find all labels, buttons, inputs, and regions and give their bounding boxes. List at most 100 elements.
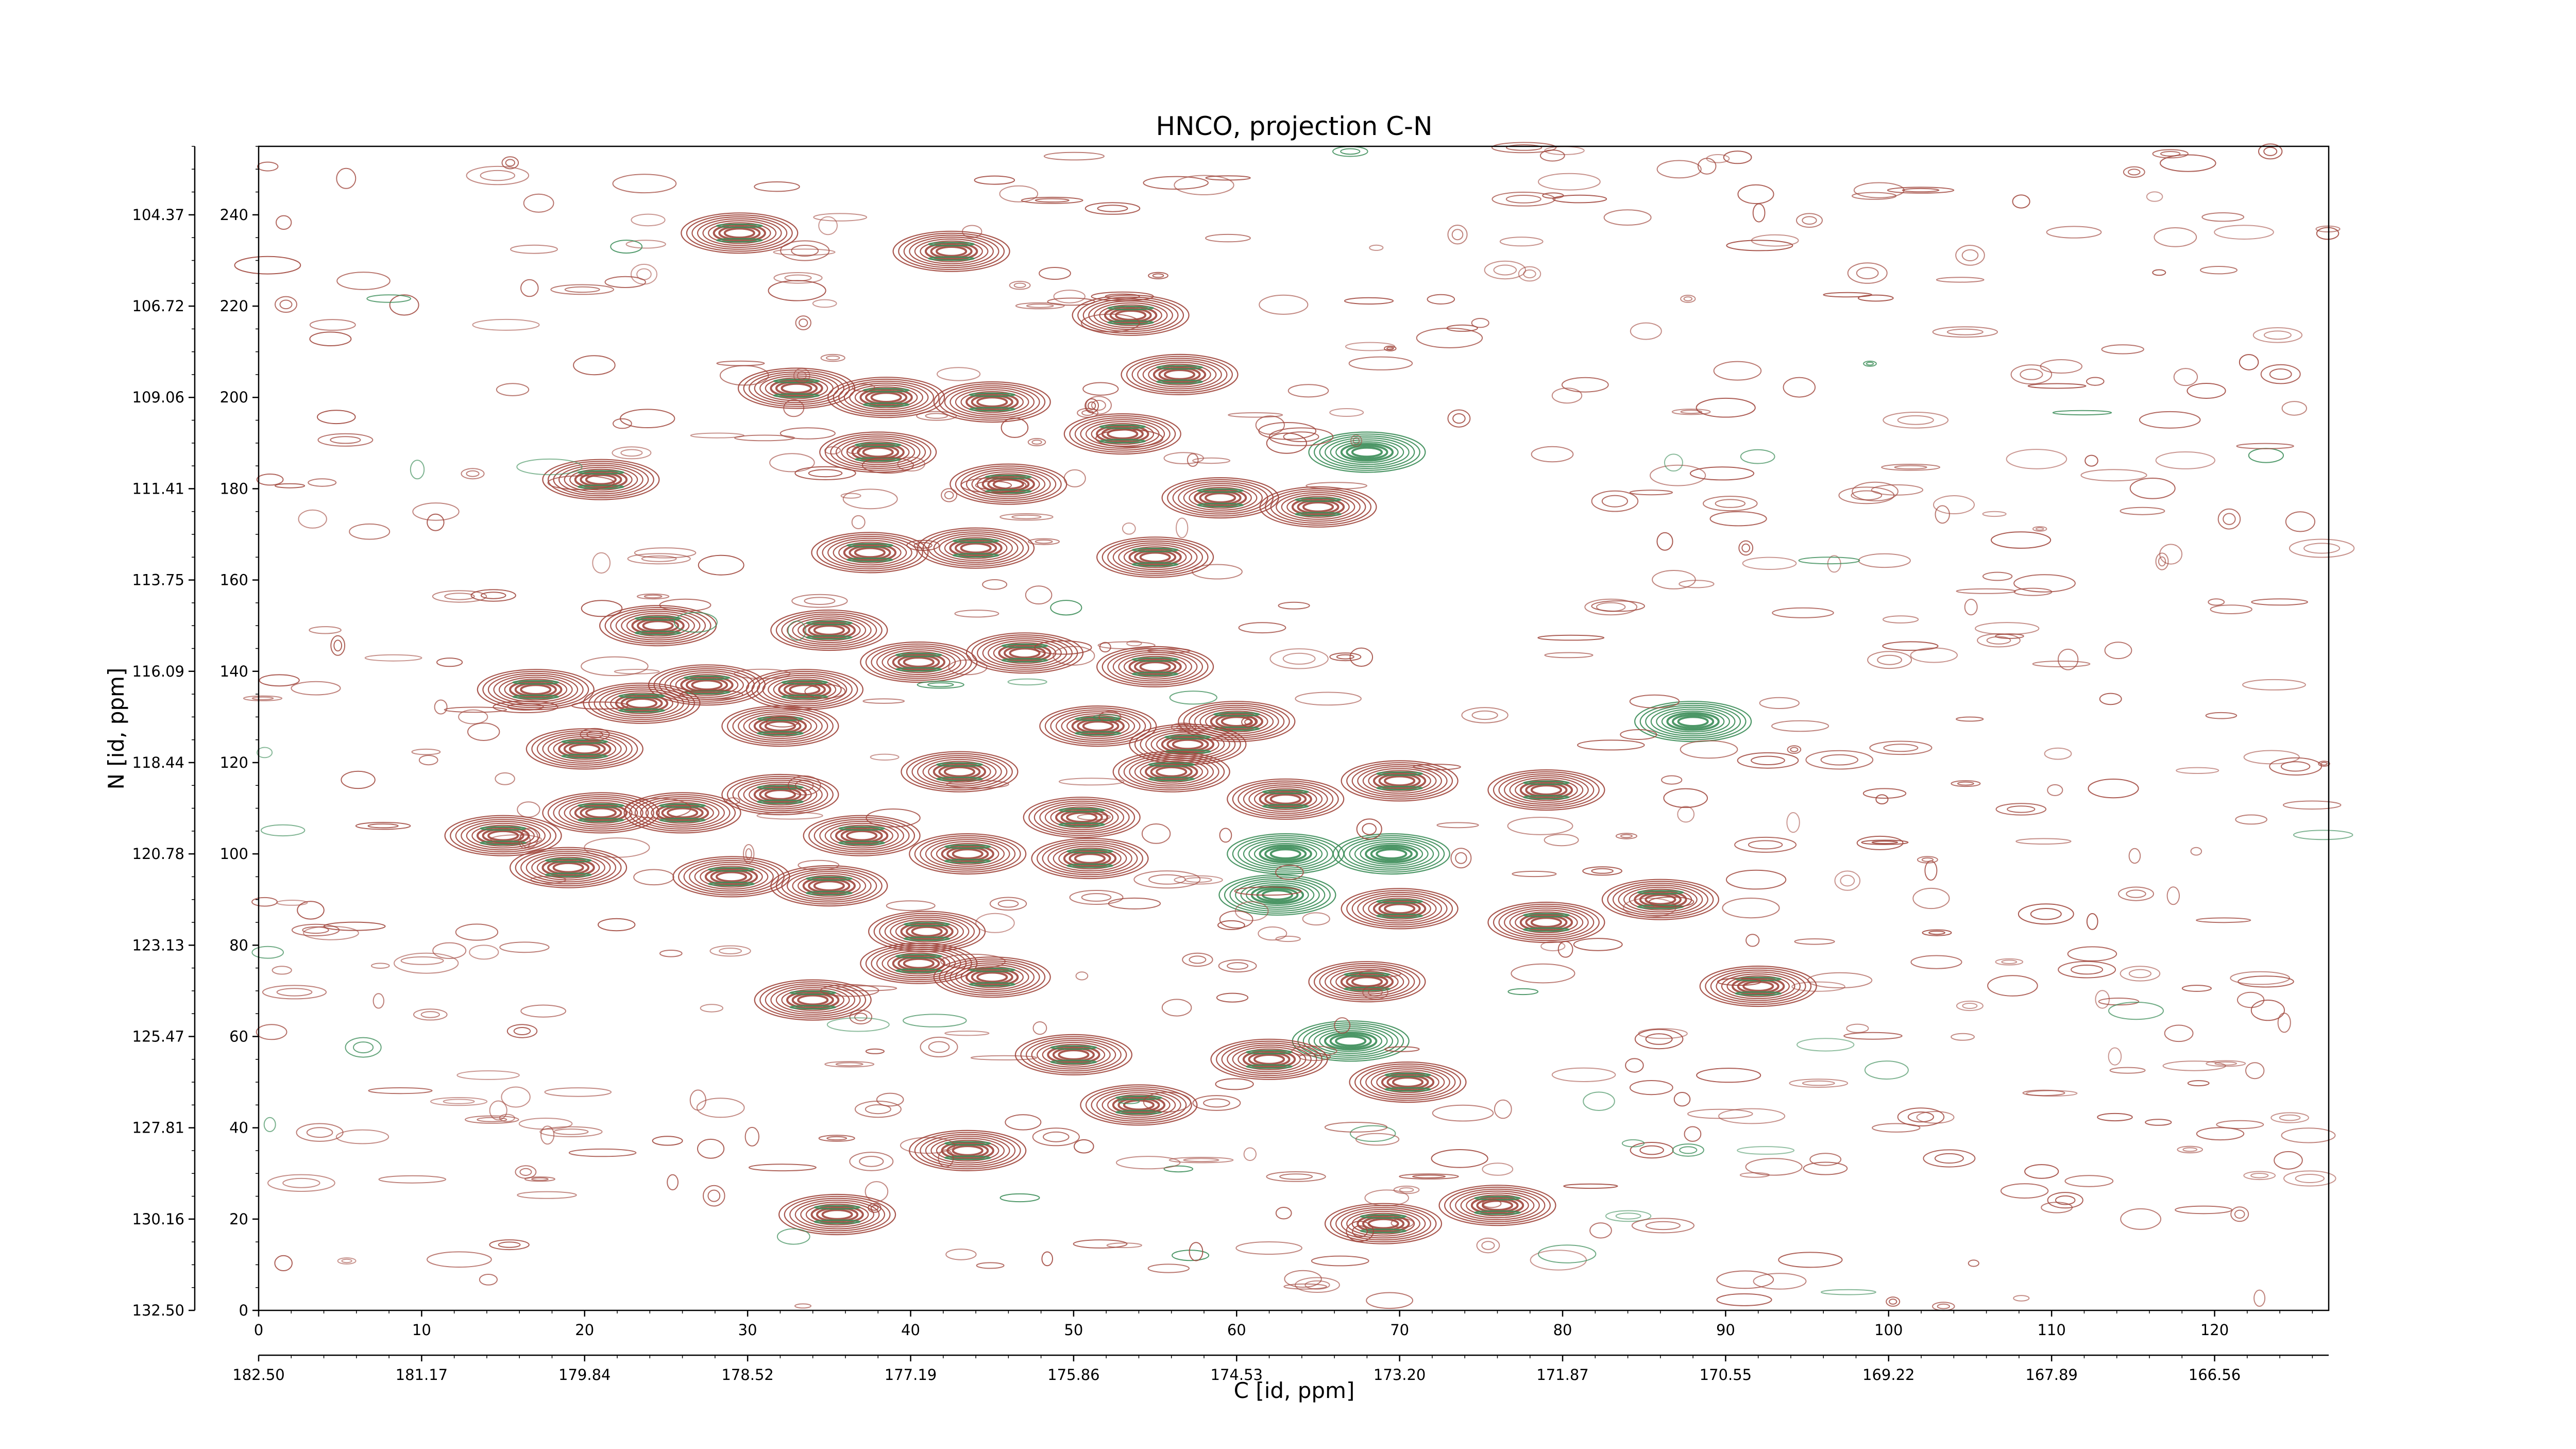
noise-contour	[2118, 886, 2154, 901]
peak-contour-level	[1365, 844, 1418, 864]
peak-contour-level	[667, 807, 699, 819]
noise-contour	[2270, 1112, 2309, 1123]
noise-contour	[262, 985, 327, 1000]
y-ppm-tick-label: 127.81	[132, 1119, 184, 1137]
noise-contour	[1077, 813, 1111, 821]
noise-contour	[2250, 999, 2285, 1021]
peak-contour-level	[1726, 975, 1790, 998]
noise-contour	[420, 1011, 440, 1018]
peak-contour-level	[764, 789, 796, 800]
peak-contour-level	[1297, 1022, 1404, 1060]
peak-contour-level	[661, 805, 704, 821]
noise-contour	[1032, 1021, 1047, 1035]
noise-contour	[1329, 652, 1362, 662]
peak-negative-ridge	[561, 739, 608, 744]
peak-contour-level	[1248, 841, 1323, 867]
peak-contour-level	[1227, 1044, 1312, 1074]
peak-contour-level	[914, 1132, 1021, 1170]
noise-contour	[1875, 794, 1889, 804]
peak-contour-level	[854, 547, 886, 559]
peak-contour-level	[808, 878, 851, 894]
noise-contour	[1219, 828, 1232, 843]
peak-contour-level	[1115, 310, 1147, 321]
peak-contour-level	[798, 619, 861, 642]
peak-negative-ridge	[1246, 1064, 1293, 1069]
noise-contour	[2095, 990, 2110, 1009]
peak-contour-level	[1036, 1041, 1111, 1068]
noise-contour	[580, 728, 610, 741]
noise-contour	[1537, 634, 1605, 641]
noise-contour	[1706, 154, 1730, 163]
noise-contour	[1350, 434, 1362, 447]
peak-negative-ridge	[1148, 777, 1195, 782]
noise-contour	[2123, 166, 2145, 178]
peak-contour-level	[943, 766, 976, 778]
peak-contour-level	[944, 960, 1040, 994]
peak-contour-level	[1216, 1040, 1323, 1079]
noise-contour	[707, 1189, 721, 1202]
noise-contour	[432, 590, 487, 603]
peak-negative-ridge	[928, 256, 975, 261]
noise-contour	[1932, 326, 1998, 338]
noise-contour	[960, 477, 1027, 493]
peak-contour-level	[1248, 1052, 1291, 1067]
y-tick-label: 100	[220, 845, 248, 863]
noise-contour	[2263, 330, 2292, 340]
noise-contour	[510, 244, 558, 254]
x-ppm-tick-label: 166.56	[2189, 1366, 2241, 1384]
noise-contour	[709, 945, 751, 957]
peak-contour-level	[838, 380, 935, 414]
peak-negative-ridge	[708, 867, 755, 872]
peak-contour-level	[909, 236, 994, 266]
y-ppm-tick-label: 123.13	[132, 936, 184, 954]
peak-contour-level	[1365, 1067, 1450, 1097]
peak-negative-ridge	[936, 777, 983, 782]
peak-negative-ridge	[756, 785, 804, 790]
noise-contour	[1802, 1080, 1835, 1086]
noise-contour	[940, 953, 1006, 969]
peak-contour-level	[542, 459, 660, 500]
peak-contour-level	[976, 636, 1073, 670]
noise-contour	[1219, 910, 1253, 929]
peak-contour-level	[623, 792, 741, 834]
peak-contour-level	[814, 819, 910, 853]
noise-contour	[1446, 324, 1478, 332]
noise-contour	[251, 696, 274, 700]
noise-contour	[1748, 840, 1783, 850]
peak-contour-level	[767, 677, 842, 703]
x-tick-label: 0	[254, 1321, 263, 1339]
noise-contour	[1946, 328, 1984, 335]
peak-contour-level	[1357, 766, 1443, 796]
noise-contour	[1451, 229, 1464, 241]
peak-contour-level	[939, 958, 1046, 996]
noise-contour	[413, 1008, 448, 1021]
noise-contour	[1063, 469, 1086, 487]
noise-contour	[1937, 1303, 1951, 1309]
peak-negative-ridge	[618, 694, 665, 699]
peak-contour-level	[536, 856, 600, 879]
noise-contour	[870, 1205, 879, 1211]
x-tick-label: 20	[575, 1321, 594, 1339]
peak-contour-level	[762, 675, 848, 705]
noise-contour	[835, 1062, 863, 1067]
peak	[1341, 760, 1459, 802]
peak-contour-level	[813, 625, 845, 636]
noise-contour	[1393, 1185, 1420, 1194]
peak	[909, 1130, 1027, 1171]
peak-negative-ridge	[1050, 1059, 1097, 1065]
peak	[1634, 701, 1752, 743]
noise-contour	[1275, 865, 1304, 880]
peak-negative-ridge	[1213, 712, 1260, 717]
noise-contour	[784, 274, 812, 281]
noise-contour	[897, 457, 925, 471]
noise-contour	[2253, 1289, 2266, 1307]
peak-negative-ridge	[545, 872, 592, 878]
peak-contour-level	[1060, 810, 1103, 825]
noise-contour	[1563, 1183, 1618, 1189]
plot-area	[234, 142, 2355, 1311]
peak-contour-level	[1449, 1188, 1546, 1222]
noise-contour	[1671, 409, 1711, 415]
noise-contour	[1291, 1046, 1337, 1057]
noise-contour	[341, 770, 376, 789]
peak-contour-level	[1118, 753, 1225, 791]
